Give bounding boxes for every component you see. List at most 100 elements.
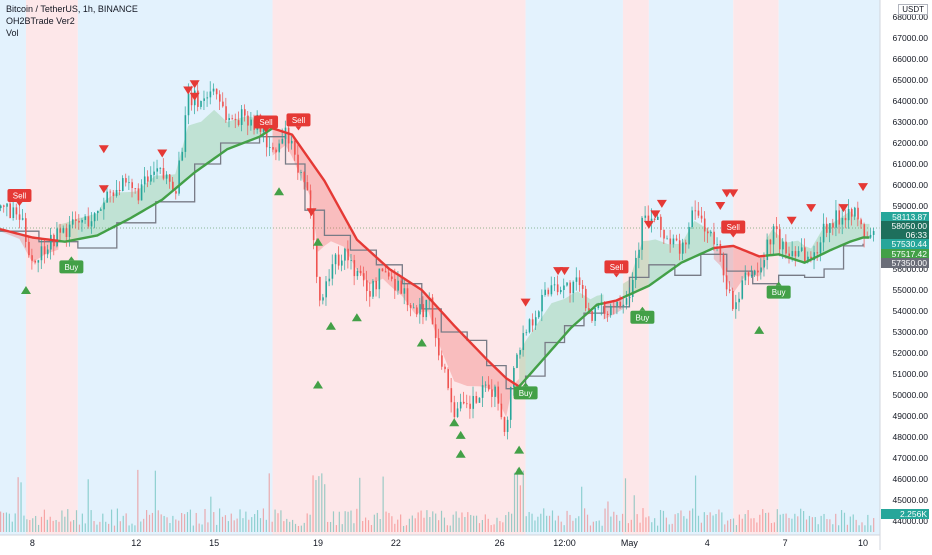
buy-arrow-marker <box>514 445 525 454</box>
sell-arrow-marker <box>858 183 869 192</box>
buy-signal-label: Buy <box>513 382 538 400</box>
candle-body <box>425 299 428 318</box>
price-axis-background[interactable] <box>880 0 932 550</box>
currency-badge[interactable]: USDT <box>898 4 928 15</box>
candle-body <box>75 219 77 221</box>
volume-bar <box>499 521 501 532</box>
volume-bar <box>362 521 364 532</box>
volume-bar <box>397 519 399 532</box>
candle-body <box>337 254 340 266</box>
volume-bar <box>207 522 209 532</box>
candle-body <box>391 276 393 279</box>
volume-bar <box>420 510 422 532</box>
volume-bar <box>327 521 329 532</box>
candle-body <box>782 241 784 250</box>
candle-body <box>344 248 346 261</box>
volume-bar <box>8 513 10 532</box>
volume-bar <box>61 510 63 532</box>
volume-bar <box>578 516 580 532</box>
volume-bar <box>379 519 381 532</box>
sell-label-text: Sell <box>292 116 306 125</box>
volume-bar <box>192 525 194 532</box>
volume-bar <box>245 511 247 532</box>
candle-body <box>563 285 565 290</box>
candle-body <box>807 256 809 263</box>
sell-arrow-marker <box>183 86 194 95</box>
symbol-title[interactable]: Bitcoin / TetherUS, 1h, BINANCE <box>6 4 138 14</box>
candle-body <box>250 119 252 126</box>
time-tick-label: 4 <box>705 538 710 548</box>
volume-bar <box>239 509 241 532</box>
candle-body <box>854 207 856 217</box>
candle-body <box>325 281 327 298</box>
candle-body <box>685 242 687 245</box>
volume-bar <box>259 518 262 532</box>
volume-bar <box>29 520 31 532</box>
buy-arrow-marker <box>312 380 323 389</box>
volume-bar <box>26 519 28 532</box>
candle-body <box>794 251 797 257</box>
candle-body <box>735 302 737 310</box>
candle-body <box>691 210 694 227</box>
candle-body <box>319 276 321 301</box>
candle-body <box>290 140 293 144</box>
candle-body <box>682 242 684 254</box>
candle-body <box>738 298 740 303</box>
volume-bar <box>283 521 285 532</box>
sell-arrow-marker <box>189 80 200 89</box>
volume-bar <box>741 518 743 532</box>
candle-body <box>638 249 640 258</box>
volume-bar <box>309 514 311 532</box>
volume-bar <box>324 484 326 532</box>
volume-bar <box>563 525 565 532</box>
candle-body <box>844 217 847 221</box>
candle-body <box>240 109 243 125</box>
volume-bar <box>794 513 796 532</box>
volume-bar <box>759 514 761 532</box>
candle-body <box>419 304 421 315</box>
candle-body <box>131 182 133 189</box>
volume-bar <box>131 523 133 532</box>
candle-body <box>838 210 841 225</box>
label-box <box>513 386 538 400</box>
volume-bar <box>40 516 43 532</box>
volume-bar <box>776 509 778 532</box>
candle-body <box>106 191 108 203</box>
candle-body <box>766 239 769 261</box>
indicator-name[interactable]: OH2BTrade Ver2 <box>6 16 75 26</box>
candle-body <box>168 174 171 182</box>
volume-indicator-name[interactable]: Vol <box>6 28 19 38</box>
candle-body <box>566 282 568 286</box>
candle-body <box>219 94 221 102</box>
candle-body <box>466 403 468 405</box>
volume-bar <box>730 518 732 532</box>
volume-bar <box>659 509 662 532</box>
volume-bar <box>440 510 443 532</box>
volume-bar <box>365 517 367 532</box>
volume-bar <box>540 513 542 532</box>
volume-bar <box>703 512 705 532</box>
time-axis[interactable]: 8 12 15 19 22 26 12:00 May 4 7 10 <box>30 538 868 548</box>
candle-body <box>775 226 778 230</box>
volume-bar <box>724 524 726 532</box>
candle-body <box>850 209 853 217</box>
candle-body <box>744 272 747 281</box>
buy-signal-label: Buy <box>59 256 84 274</box>
candle-body <box>262 129 265 132</box>
candle-body <box>159 167 162 169</box>
candle-body <box>788 253 790 257</box>
candle-body <box>328 278 331 282</box>
volume-bar <box>332 511 335 532</box>
candle-body <box>150 174 152 182</box>
volume-bar <box>464 517 466 532</box>
candle-body <box>825 223 828 233</box>
volume-bar <box>394 523 396 532</box>
volume-bar <box>423 517 425 532</box>
volume-bar <box>645 517 647 532</box>
buy-arrow-marker <box>514 466 525 475</box>
trend-band-up <box>77 0 273 535</box>
label-pointer <box>68 256 75 261</box>
label-box <box>254 115 279 129</box>
